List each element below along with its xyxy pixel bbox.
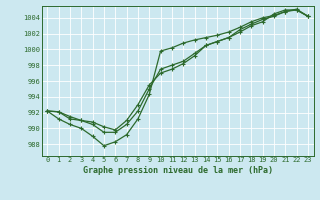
- X-axis label: Graphe pression niveau de la mer (hPa): Graphe pression niveau de la mer (hPa): [83, 166, 273, 175]
